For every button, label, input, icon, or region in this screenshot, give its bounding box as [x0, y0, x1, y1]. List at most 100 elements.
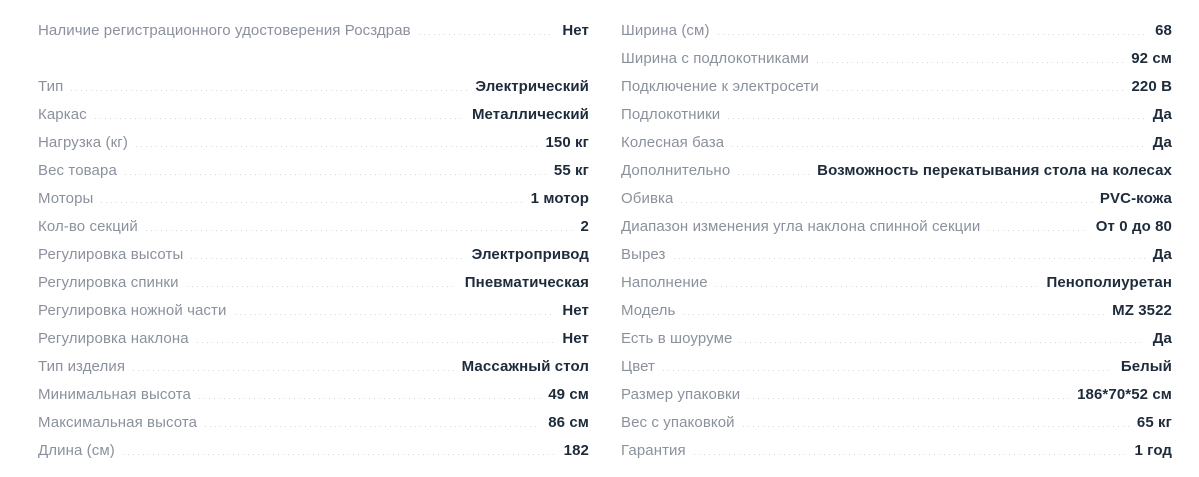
dotted-leader	[196, 342, 555, 343]
dotted-leader	[133, 370, 454, 371]
spec-label: Размер упаковки	[621, 385, 741, 403]
spec-row: Гарантия 1 год	[621, 436, 1172, 464]
dotted-leader	[748, 398, 1070, 399]
dotted-leader	[205, 426, 541, 427]
dotted-leader	[122, 454, 556, 455]
spec-value: 49 см	[548, 385, 589, 403]
dotted-leader	[234, 314, 555, 315]
spec-row: Длина (см) 182	[38, 436, 589, 464]
spec-label: Дополнительно	[621, 161, 731, 179]
spec-label: Регулировка наклона	[38, 329, 189, 347]
spec-label: Подлокотники	[621, 105, 721, 123]
spec-row: Каркас Металлический	[38, 100, 589, 128]
spec-label: Нагрузка (кг)	[38, 133, 128, 151]
dotted-leader	[693, 454, 1127, 455]
spec-row: Дополнительно Возможность перекатывания …	[621, 156, 1172, 184]
spec-label: Цвет	[621, 357, 656, 375]
dotted-leader	[135, 146, 538, 147]
spec-label: Ширина с подлокотниками	[621, 49, 809, 67]
spec-row: Диапазон изменения угла наклона спинной …	[621, 212, 1172, 240]
spec-label: Длина (см)	[38, 441, 115, 459]
spec-label: Тип изделия	[38, 357, 126, 375]
spec-value: Электрический	[475, 77, 589, 95]
spec-label: Вес с упаковкой	[621, 413, 735, 431]
spec-label: Кол-во секций	[38, 217, 138, 235]
spec-label: Регулировка ножной части	[38, 301, 227, 319]
spec-value: 55 кг	[553, 161, 589, 179]
spec-row: Вес товара 55 кг	[38, 156, 589, 184]
dotted-leader	[738, 174, 810, 175]
dotted-leader	[683, 314, 1105, 315]
spec-label: Подключение к электросети	[621, 77, 819, 95]
spec-row: Наличие регистрационного удостоверения Р…	[38, 16, 589, 44]
spec-row: Минимальная высота 49 см	[38, 380, 589, 408]
spec-row: Ширина с подлокотниками 92 см	[621, 44, 1172, 72]
spec-label: Регулировка высоты	[38, 245, 184, 263]
spec-row: Есть в шоуруме Да	[621, 324, 1172, 352]
spec-row: Регулировка ножной части Нет	[38, 296, 589, 324]
spec-value: 220 В	[1131, 77, 1172, 95]
spec-row: Модель MZ 3522	[621, 296, 1172, 324]
spec-value: Нет	[562, 329, 589, 347]
spec-label: Модель	[621, 301, 676, 319]
spec-value: 86 см	[548, 413, 589, 431]
spec-value: Да	[1152, 133, 1172, 151]
spec-label: Вес товара	[38, 161, 117, 179]
spec-label: Колесная база	[621, 133, 725, 151]
spec-value: 2	[580, 217, 589, 235]
spec-row: Колесная база Да	[621, 128, 1172, 156]
spec-value: Пневматическая	[464, 273, 589, 291]
spec-value: Пенополиуретан	[1046, 273, 1172, 291]
spec-row: Ширина (см) 68	[621, 16, 1172, 44]
spec-label: Ширина (см)	[621, 21, 710, 39]
spec-value: 150 кг	[545, 133, 589, 151]
dotted-leader	[71, 90, 468, 91]
spec-row: Вес с упаковкой 65 кг	[621, 408, 1172, 436]
dotted-leader	[742, 426, 1129, 427]
dotted-leader	[715, 286, 1039, 287]
spec-group-spacer	[38, 44, 589, 72]
spec-label: Тип	[38, 77, 64, 95]
spec-row: Размер упаковки 186*70*52 см	[621, 380, 1172, 408]
dotted-leader	[186, 286, 457, 287]
spec-value: Белый	[1120, 357, 1172, 375]
spec-label: Диапазон изменения угла наклона спинной …	[621, 217, 981, 235]
dotted-leader	[826, 90, 1124, 91]
dotted-leader	[198, 398, 541, 399]
dotted-leader	[681, 202, 1092, 203]
spec-label: Максимальная высота	[38, 413, 198, 431]
spec-label: Регулировка спинки	[38, 273, 179, 291]
spec-row: Вырез Да	[621, 240, 1172, 268]
spec-row: Регулировка спинки Пневматическая	[38, 268, 589, 296]
spec-value: 186*70*52 см	[1077, 385, 1172, 403]
spec-row: Обивка PVC-кожа	[621, 184, 1172, 212]
spec-row: Тип Электрический	[38, 72, 589, 100]
spec-value: 1 год	[1134, 441, 1172, 459]
spec-value: Да	[1152, 245, 1172, 263]
spec-value: 92 см	[1131, 49, 1172, 67]
dotted-leader	[728, 118, 1145, 119]
dotted-leader	[988, 230, 1088, 231]
spec-value: Да	[1152, 329, 1172, 347]
dotted-leader	[124, 174, 546, 175]
spec-label: Вырез	[621, 245, 666, 263]
spec-value: Нет	[562, 21, 589, 39]
spec-value: Металлический	[471, 105, 589, 123]
spec-value: Да	[1152, 105, 1172, 123]
specs-column-right: Ширина (см) 68 Ширина с подлокотниками 9…	[621, 16, 1172, 464]
dotted-leader	[663, 370, 1113, 371]
specs-column-left: Наличие регистрационного удостоверения Р…	[38, 16, 589, 464]
spec-label: Моторы	[38, 189, 94, 207]
spec-row: Наполнение Пенополиуретан	[621, 268, 1172, 296]
spec-row: Моторы 1 мотор	[38, 184, 589, 212]
spec-row: Регулировка наклона Нет	[38, 324, 589, 352]
spec-value: 1 мотор	[530, 189, 589, 207]
spec-value: Массажный стол	[461, 357, 589, 375]
spec-label: Минимальная высота	[38, 385, 191, 403]
spec-value: MZ 3522	[1112, 301, 1172, 319]
spec-row: Цвет Белый	[621, 352, 1172, 380]
spec-row: Максимальная высота 86 см	[38, 408, 589, 436]
spec-row: Нагрузка (кг) 150 кг	[38, 128, 589, 156]
spec-label: Каркас	[38, 105, 87, 123]
